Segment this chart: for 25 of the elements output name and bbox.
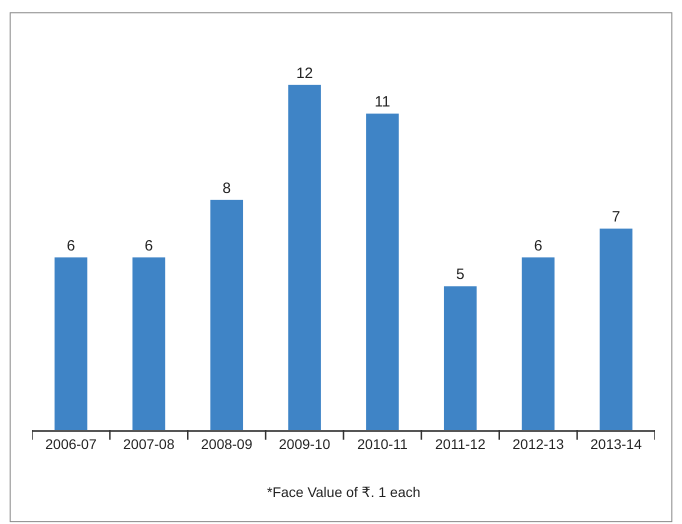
bar [210, 200, 244, 430]
data-label: 7 [612, 208, 620, 226]
x-tick-label: 2012-13 [512, 436, 564, 452]
data-label: 6 [144, 237, 153, 254]
bar [366, 114, 399, 430]
bar [600, 228, 632, 430]
x-tick-label: 2011-12 [435, 436, 486, 452]
x-tick-label: 2010-11 [357, 436, 408, 452]
x-tick-label: 2013-14 [590, 436, 642, 452]
bar [54, 257, 88, 430]
x-tick-label: 2008-09 [200, 436, 253, 452]
x-tick-label: 2006-07 [45, 436, 97, 452]
data-label: 6 [66, 237, 76, 254]
text: *Face Value of ₹. 1 each [267, 484, 420, 500]
bar [522, 257, 555, 430]
x-tick-label: 2009-10 [278, 436, 330, 452]
bar [288, 84, 321, 430]
data-label: 8 [222, 180, 231, 197]
data-label: 5 [456, 266, 464, 284]
x-tick-label: 2007-08 [123, 436, 175, 452]
data-label: 11 [374, 94, 390, 111]
bar [132, 257, 166, 430]
data-label: 12 [296, 64, 313, 82]
data-label: 6 [534, 237, 542, 254]
bar [444, 286, 477, 430]
